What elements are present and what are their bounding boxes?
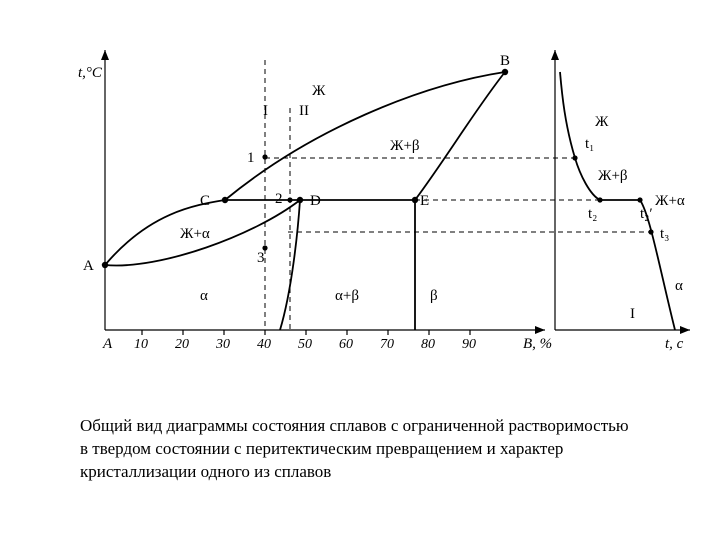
- svg-text:t₂′: t₂′: [640, 206, 653, 222]
- svg-text:Ж: Ж: [595, 114, 609, 130]
- svg-text:α: α: [200, 288, 208, 304]
- svg-text:t, c: t, c: [665, 336, 684, 352]
- svg-text:E: E: [420, 193, 429, 209]
- svg-text:t₁: t₁: [585, 136, 594, 152]
- svg-text:90: 90: [462, 337, 476, 352]
- svg-text:β: β: [430, 288, 438, 304]
- svg-text:t,°C: t,°C: [78, 65, 103, 81]
- svg-text:α: α: [675, 278, 683, 294]
- svg-text:50: 50: [298, 337, 312, 352]
- svg-text:A: A: [83, 258, 94, 274]
- svg-text:I: I: [263, 103, 268, 119]
- svg-text:A: A: [102, 336, 113, 352]
- svg-text:80: 80: [421, 337, 435, 352]
- svg-text:C: C: [200, 193, 210, 209]
- svg-text:α+β: α+β: [335, 288, 359, 304]
- svg-text:Ж+α: Ж+α: [655, 193, 685, 209]
- svg-text:10: 10: [134, 337, 148, 352]
- svg-text:40: 40: [257, 337, 271, 352]
- svg-text:3: 3: [257, 250, 265, 266]
- svg-text:Ж+β: Ж+β: [390, 138, 420, 154]
- figure-caption: Общий вид диаграммы состояния сплавов с …: [80, 415, 640, 484]
- svg-text:60: 60: [339, 337, 353, 352]
- svg-text:1: 1: [247, 150, 255, 166]
- svg-text:t₂: t₂: [588, 206, 597, 222]
- svg-text:Ж: Ж: [312, 83, 326, 99]
- svg-text:I: I: [630, 306, 635, 322]
- svg-text:Ж+α: Ж+α: [180, 226, 210, 242]
- svg-text:30: 30: [215, 337, 230, 352]
- svg-text:B: B: [500, 53, 510, 69]
- svg-text:t₃: t₃: [660, 226, 669, 242]
- svg-text:70: 70: [380, 337, 394, 352]
- svg-text:20: 20: [175, 337, 189, 352]
- svg-text:II: II: [299, 103, 309, 119]
- svg-text:Ж+β: Ж+β: [598, 168, 628, 184]
- svg-text:D: D: [310, 193, 321, 209]
- svg-text:B, %: B, %: [523, 336, 552, 352]
- svg-text:2: 2: [275, 191, 283, 207]
